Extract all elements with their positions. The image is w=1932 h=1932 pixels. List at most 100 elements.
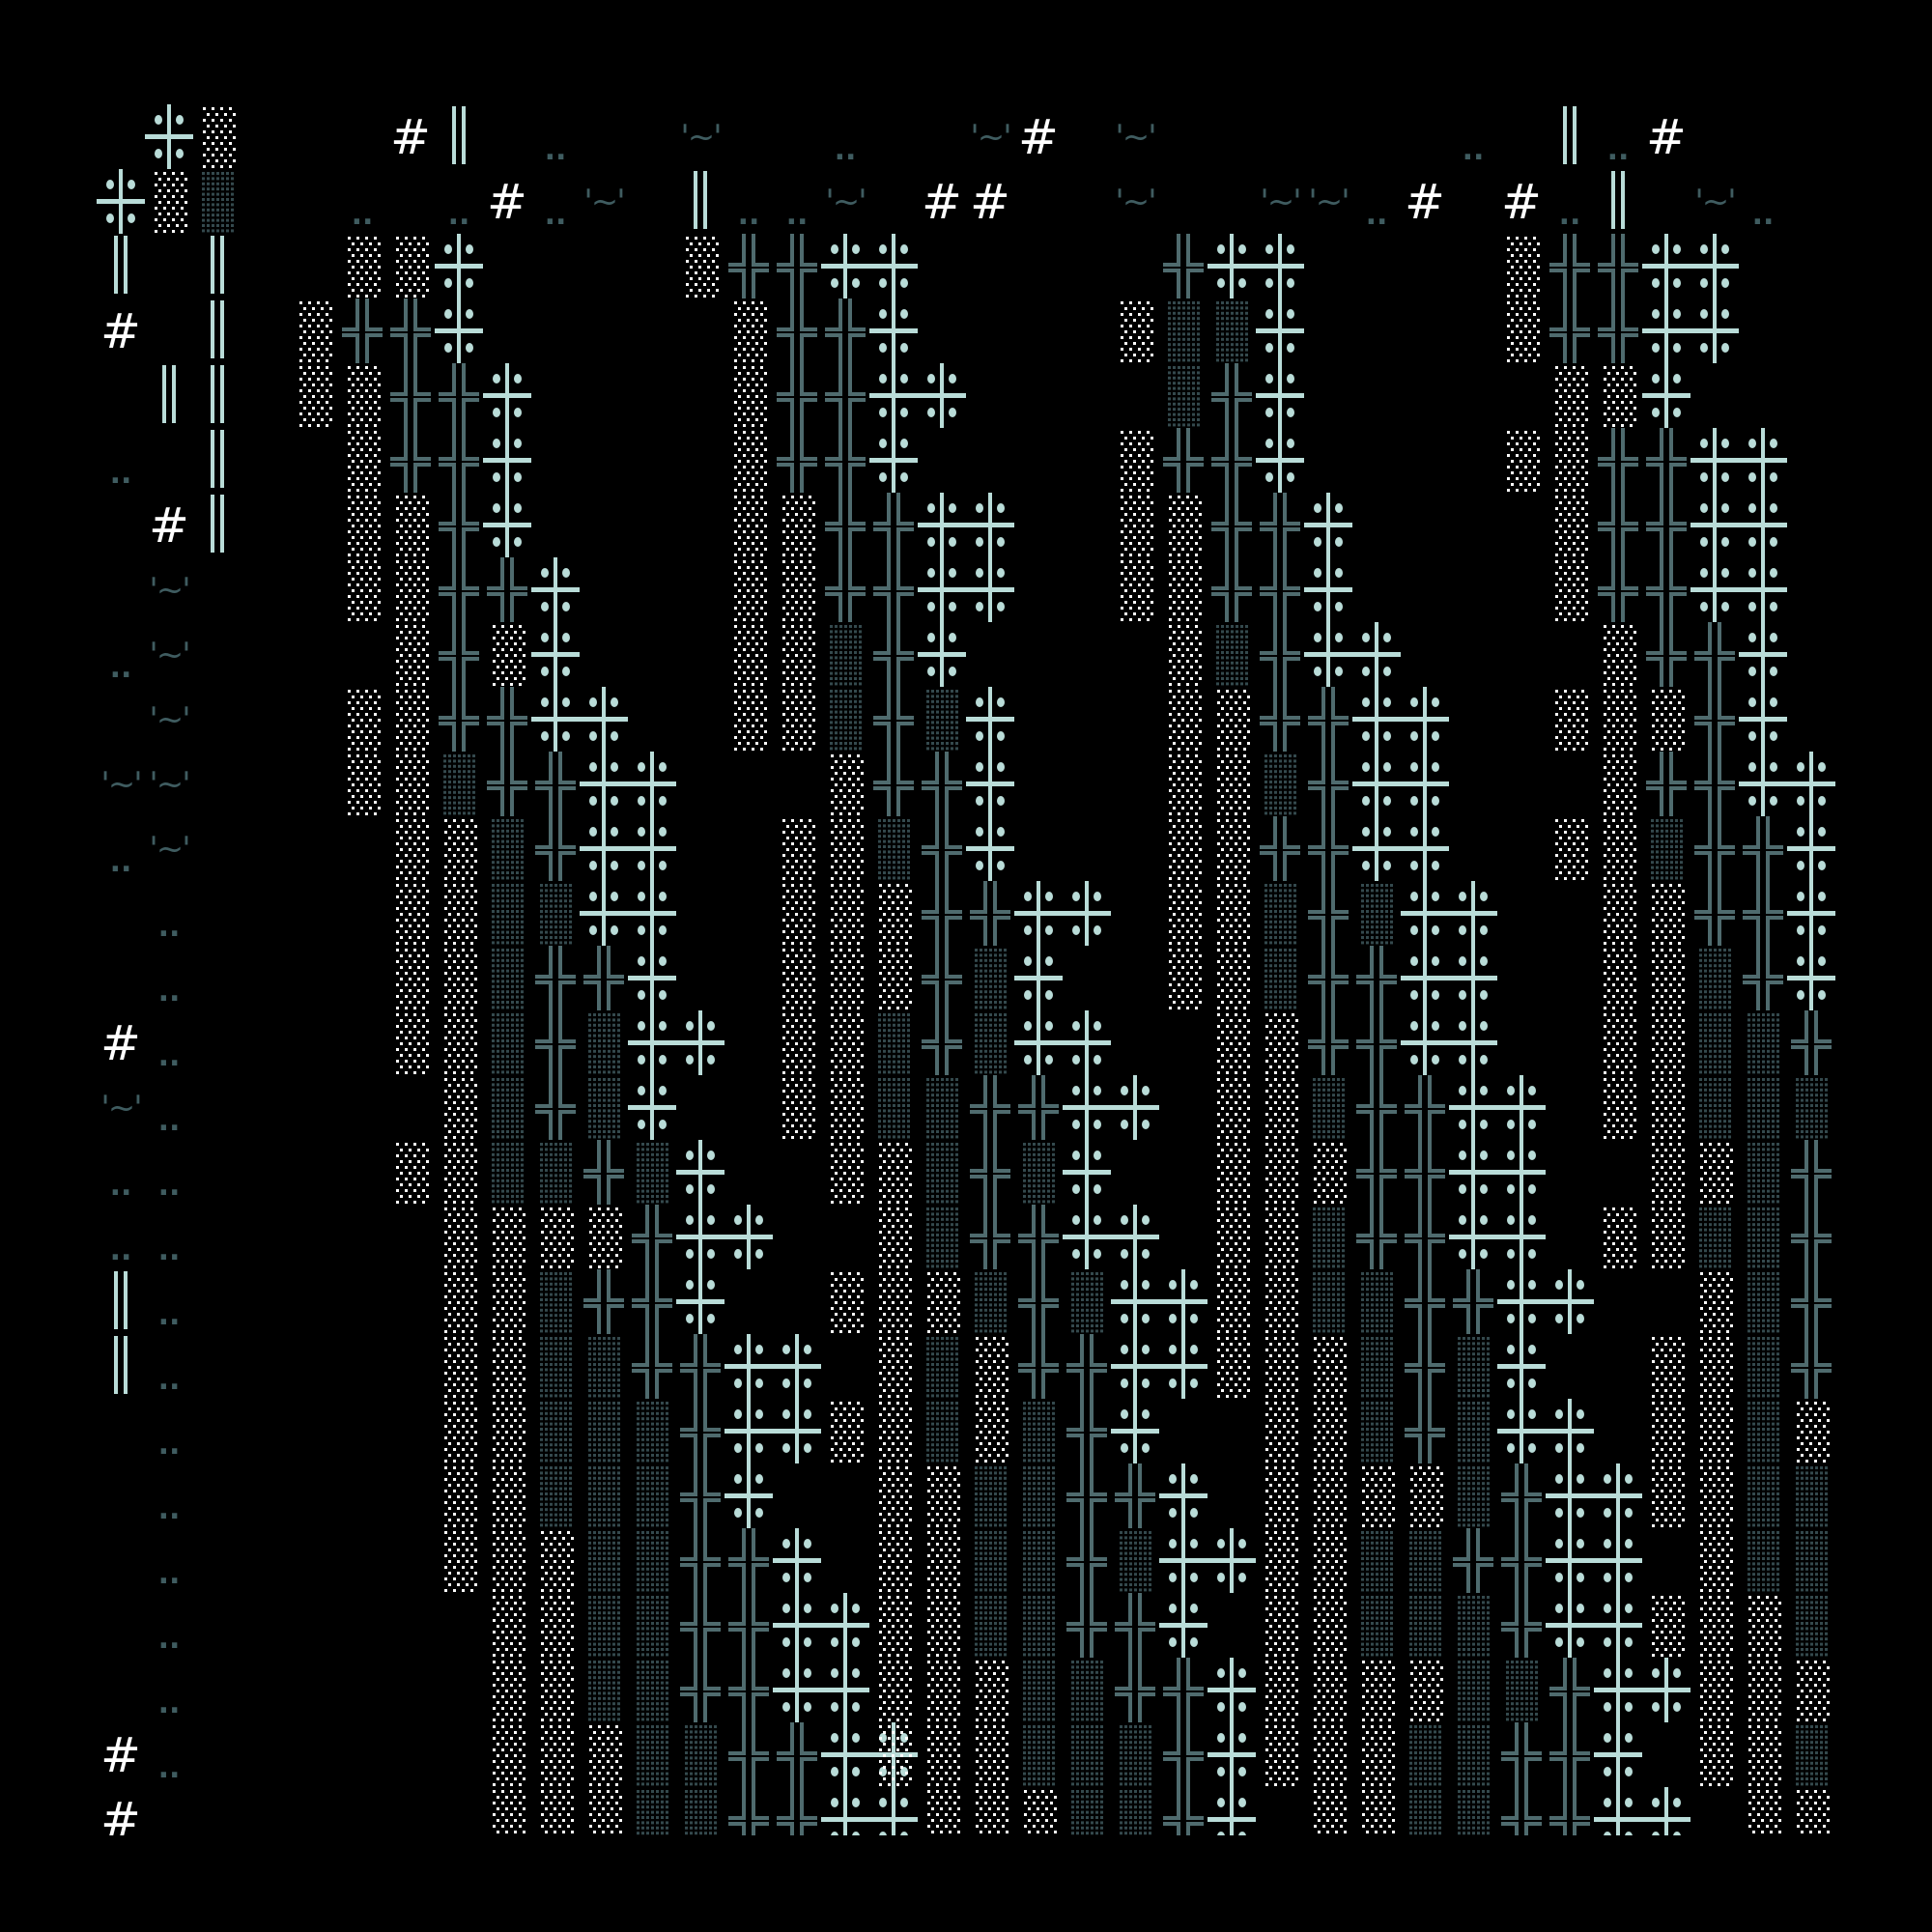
light-dots-pattern	[1497, 428, 1546, 493]
light-dots-pattern	[386, 1010, 435, 1075]
dots-glyph: ..	[145, 1463, 193, 1528]
dark-dots-pattern	[821, 622, 869, 687]
dark-dots-pattern	[628, 1658, 676, 1722]
dark-cross-icon	[1401, 1140, 1449, 1205]
dark-dots-pattern	[1787, 1528, 1835, 1593]
light-cross-icon	[676, 1269, 724, 1334]
light-dots-pattern	[1787, 1787, 1835, 1835]
light-dots-pattern	[1642, 1593, 1690, 1658]
light-dots-pattern	[1256, 1528, 1304, 1593]
light-dots-pattern	[1208, 752, 1256, 816]
dark-cross-icon	[773, 1787, 821, 1835]
dark-cross-icon	[918, 881, 966, 946]
dark-dots-pattern	[1739, 1075, 1787, 1140]
light-dots-pattern	[1642, 1075, 1690, 1140]
light-dots-pattern	[821, 946, 869, 1010]
dark-cross-icon	[1304, 816, 1352, 881]
light-dots-pattern	[1304, 1399, 1352, 1463]
dark-cross-icon	[1497, 1463, 1546, 1528]
dark-dots-pattern	[1690, 946, 1739, 1010]
tilde-glyph: '~'	[966, 104, 1014, 169]
light-cross-icon	[1111, 1205, 1159, 1269]
light-cross-icon	[821, 1787, 869, 1835]
light-cross-icon	[724, 1205, 773, 1269]
dark-cross-icon	[773, 428, 821, 493]
dark-cross-icon	[1690, 622, 1739, 687]
light-cross-icon	[1594, 1722, 1642, 1787]
dots-glyph: ..	[338, 169, 386, 234]
dots-glyph: ..	[145, 1334, 193, 1399]
dark-dots-pattern	[628, 1593, 676, 1658]
light-dots-pattern	[1642, 1205, 1690, 1269]
dark-cross-icon	[1690, 816, 1739, 881]
dark-cross-icon	[1014, 1075, 1063, 1140]
light-dots-pattern	[1208, 816, 1256, 881]
light-cross-icon	[1304, 557, 1352, 622]
light-cross-icon	[1401, 687, 1449, 752]
light-cross-icon	[483, 493, 531, 557]
light-cross-icon	[966, 493, 1014, 557]
light-cross-icon	[821, 1722, 869, 1787]
dark-dots-pattern	[483, 1010, 531, 1075]
double-bar-icon	[145, 363, 193, 428]
dark-dots-pattern	[1014, 1528, 1063, 1593]
light-cross-icon	[580, 881, 628, 946]
dark-cross-icon	[531, 816, 580, 881]
dark-cross-icon	[1401, 1334, 1449, 1399]
light-cross-icon	[1594, 1658, 1642, 1722]
dark-cross-icon	[1739, 881, 1787, 946]
light-dots-pattern	[338, 493, 386, 557]
dark-dots-pattern	[580, 1658, 628, 1722]
dark-dots-pattern	[1739, 1399, 1787, 1463]
dark-cross-icon	[1208, 363, 1256, 428]
light-dots-pattern	[1256, 1463, 1304, 1528]
dark-dots-pattern	[1401, 1593, 1449, 1658]
dark-cross-icon	[918, 752, 966, 816]
light-cross-icon	[1111, 1075, 1159, 1140]
light-dots-pattern	[773, 881, 821, 946]
dots-glyph: ..	[145, 1722, 193, 1787]
light-cross-icon	[628, 752, 676, 816]
light-cross-icon	[821, 1593, 869, 1658]
light-dots-pattern	[1401, 1463, 1449, 1528]
light-dots-pattern	[1256, 1658, 1304, 1722]
light-dots-pattern	[1256, 1593, 1304, 1658]
dark-dots-pattern	[869, 816, 918, 881]
light-dots-pattern	[531, 1787, 580, 1835]
light-cross-icon	[724, 1463, 773, 1528]
dark-dots-pattern	[918, 1334, 966, 1399]
dark-cross-icon	[1787, 1205, 1835, 1269]
dots-glyph: ..	[97, 1140, 145, 1205]
dark-dots-pattern	[966, 946, 1014, 1010]
dark-cross-icon	[1111, 1658, 1159, 1722]
dark-cross-icon	[1352, 1205, 1401, 1269]
light-dots-pattern	[1739, 1787, 1787, 1835]
light-dots-pattern	[676, 234, 724, 298]
dark-cross-icon	[1304, 752, 1352, 816]
dark-dots-pattern	[918, 1075, 966, 1140]
light-cross-icon	[821, 1658, 869, 1722]
light-cross-icon	[1111, 1269, 1159, 1334]
dark-cross-icon	[1352, 946, 1401, 1010]
light-dots-pattern	[1642, 1140, 1690, 1205]
double-bar-icon	[435, 104, 483, 169]
dark-cross-icon	[338, 298, 386, 363]
light-dots-pattern	[966, 1722, 1014, 1787]
light-cross-icon	[1111, 1399, 1159, 1463]
tilde-glyph: '~'	[97, 1075, 145, 1140]
dark-dots-pattern	[1111, 1528, 1159, 1593]
light-dots-pattern	[1256, 1205, 1304, 1269]
dots-glyph: ..	[1449, 104, 1497, 169]
light-dots-pattern	[1690, 1593, 1739, 1658]
dark-dots-pattern	[1401, 1528, 1449, 1593]
tilde-glyph: '~'	[145, 816, 193, 881]
dots-glyph: ..	[145, 1010, 193, 1075]
dark-cross-icon	[1787, 1010, 1835, 1075]
light-dots-pattern	[435, 1334, 483, 1399]
light-dots-pattern	[966, 1787, 1014, 1835]
dark-dots-pattern	[918, 1140, 966, 1205]
dark-dots-pattern	[1159, 298, 1208, 363]
light-cross-icon	[1063, 1010, 1111, 1075]
light-cross-icon	[1256, 363, 1304, 428]
